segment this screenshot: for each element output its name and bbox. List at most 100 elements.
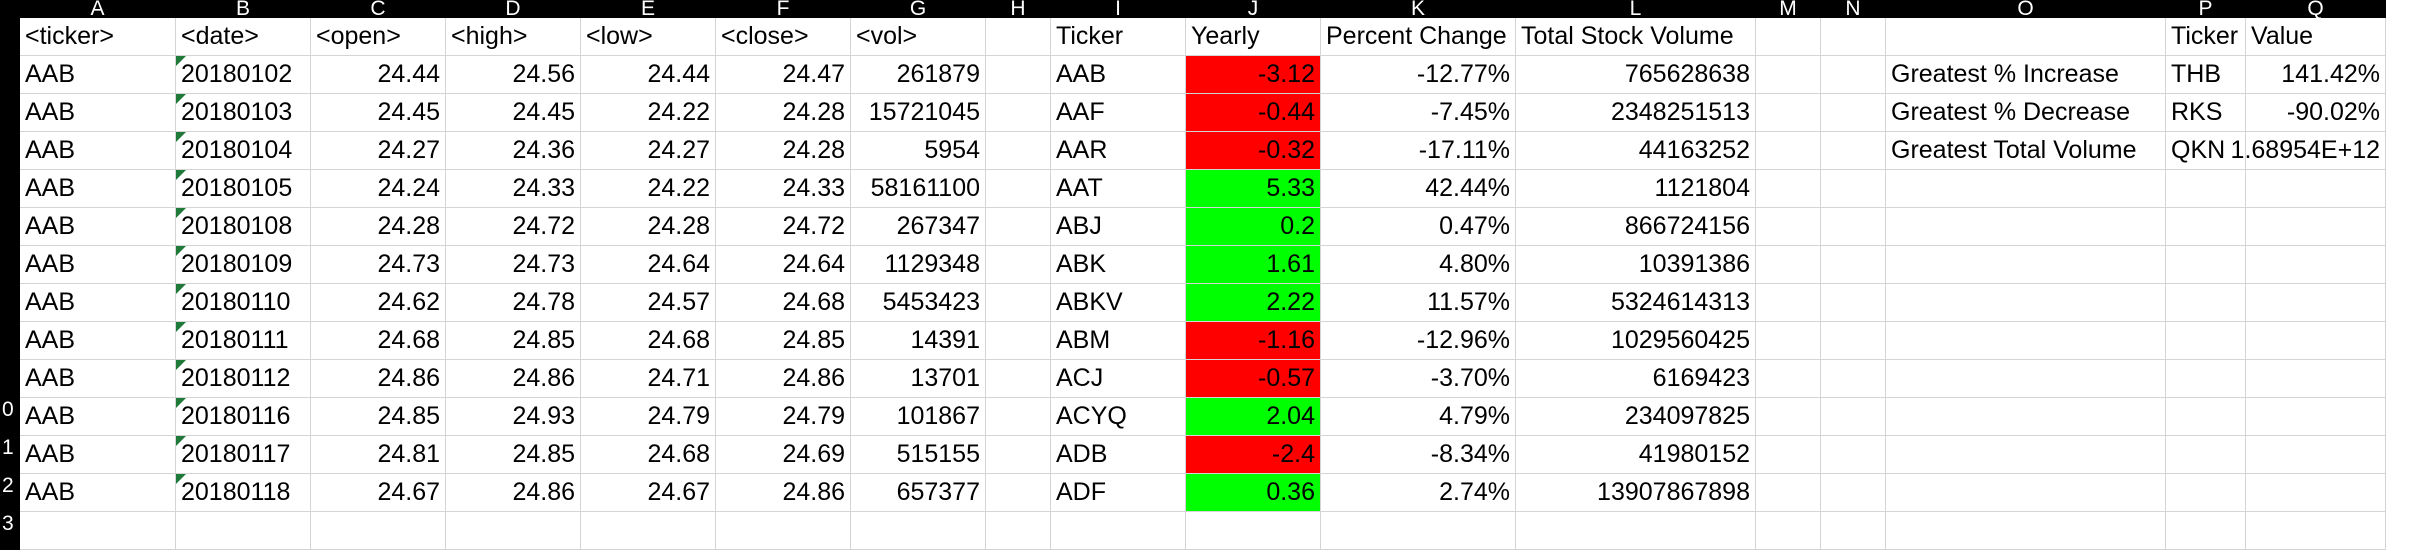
- summary-cell[interactable]: AAB: [1051, 56, 1186, 94]
- column-title-cell[interactable]: <close>: [716, 18, 851, 56]
- data-cell[interactable]: 13701: [851, 360, 986, 398]
- column-header-o[interactable]: O: [1886, 0, 2166, 18]
- data-cell[interactable]: 24.85: [446, 436, 581, 474]
- grid-cell[interactable]: [2166, 512, 2246, 550]
- data-cell[interactable]: 20180111: [176, 322, 311, 360]
- grid-cell[interactable]: [446, 512, 581, 550]
- grid-cell[interactable]: [1886, 170, 2166, 208]
- grid-cell[interactable]: [1886, 360, 2166, 398]
- data-cell[interactable]: 24.28: [581, 208, 716, 246]
- grid-cell[interactable]: [986, 512, 1051, 550]
- data-cell[interactable]: AAB: [20, 398, 176, 436]
- data-cell[interactable]: 24.22: [581, 94, 716, 132]
- select-all-corner[interactable]: [0, 0, 20, 18]
- grid-cell[interactable]: [1756, 512, 1821, 550]
- grid-cell[interactable]: [2166, 246, 2246, 284]
- column-title-cell[interactable]: <low>: [581, 18, 716, 56]
- summary-cell[interactable]: ACYQ: [1051, 398, 1186, 436]
- grid-cell[interactable]: [1886, 512, 2166, 550]
- grid-cell[interactable]: [716, 512, 851, 550]
- summary-cell[interactable]: 5324614313: [1516, 284, 1756, 322]
- data-cell[interactable]: AAB: [20, 246, 176, 284]
- data-cell[interactable]: 24.68: [716, 284, 851, 322]
- yearly-change-cell[interactable]: -0.44: [1186, 94, 1321, 132]
- greatest-cell[interactable]: RKS: [2166, 94, 2246, 132]
- data-cell[interactable]: 24.79: [581, 398, 716, 436]
- data-cell[interactable]: 24.45: [446, 94, 581, 132]
- summary-cell[interactable]: 1121804: [1516, 170, 1756, 208]
- data-cell[interactable]: 20180116: [176, 398, 311, 436]
- greatest-cell[interactable]: Greatest % Decrease: [1886, 94, 2166, 132]
- grid-cell[interactable]: [986, 56, 1051, 94]
- grid-cell[interactable]: [2246, 360, 2386, 398]
- data-cell[interactable]: 24.72: [446, 208, 581, 246]
- summary-cell[interactable]: 13907867898: [1516, 474, 1756, 512]
- data-cell[interactable]: AAB: [20, 132, 176, 170]
- column-header-h[interactable]: H: [986, 0, 1051, 18]
- grid-cell[interactable]: [2166, 170, 2246, 208]
- row-header[interactable]: 1: [0, 436, 20, 474]
- yearly-change-cell[interactable]: 1.61: [1186, 246, 1321, 284]
- grid-cell[interactable]: [1886, 284, 2166, 322]
- summary-cell[interactable]: 11.57%: [1321, 284, 1516, 322]
- summary-cell[interactable]: -8.34%: [1321, 436, 1516, 474]
- column-header-n[interactable]: N: [1821, 0, 1886, 18]
- summary-title-cell[interactable]: Percent Change: [1321, 18, 1516, 56]
- grid-cell[interactable]: [1821, 436, 1886, 474]
- summary-cell[interactable]: ABK: [1051, 246, 1186, 284]
- summary-cell[interactable]: 765628638: [1516, 56, 1756, 94]
- grid-cell[interactable]: [311, 512, 446, 550]
- data-cell[interactable]: 24.22: [581, 170, 716, 208]
- grid-cell[interactable]: [1756, 170, 1821, 208]
- grid-cell[interactable]: [986, 284, 1051, 322]
- grid-cell[interactable]: [1756, 94, 1821, 132]
- data-cell[interactable]: 24.93: [446, 398, 581, 436]
- column-header-q[interactable]: Q: [2246, 0, 2386, 18]
- summary-cell[interactable]: AAT: [1051, 170, 1186, 208]
- data-cell[interactable]: 15721045: [851, 94, 986, 132]
- summary-cell[interactable]: ABM: [1051, 322, 1186, 360]
- summary-cell[interactable]: ABJ: [1051, 208, 1186, 246]
- data-cell[interactable]: 24.79: [716, 398, 851, 436]
- data-cell[interactable]: 515155: [851, 436, 986, 474]
- summary-cell[interactable]: -12.96%: [1321, 322, 1516, 360]
- data-cell[interactable]: AAB: [20, 360, 176, 398]
- summary-cell[interactable]: AAR: [1051, 132, 1186, 170]
- grid-cell[interactable]: [2166, 360, 2246, 398]
- data-cell[interactable]: AAB: [20, 436, 176, 474]
- data-cell[interactable]: 24.72: [716, 208, 851, 246]
- row-header[interactable]: 0: [0, 398, 20, 436]
- summary-cell[interactable]: 234097825: [1516, 398, 1756, 436]
- grid-cell[interactable]: [1821, 246, 1886, 284]
- column-header-j[interactable]: J: [1186, 0, 1321, 18]
- summary-title-cell[interactable]: Yearly: [1186, 18, 1321, 56]
- row-header[interactable]: [0, 18, 20, 56]
- data-cell[interactable]: 24.64: [581, 246, 716, 284]
- data-cell[interactable]: 24.24: [311, 170, 446, 208]
- summary-cell[interactable]: 0.47%: [1321, 208, 1516, 246]
- greatest-title-cell[interactable]: Ticker: [2166, 18, 2246, 56]
- data-cell[interactable]: 24.73: [311, 246, 446, 284]
- row-header[interactable]: [0, 208, 20, 246]
- row-header[interactable]: [0, 132, 20, 170]
- data-cell[interactable]: 657377: [851, 474, 986, 512]
- data-cell[interactable]: 24.67: [311, 474, 446, 512]
- grid-cell[interactable]: [1756, 18, 1821, 56]
- data-cell[interactable]: 101867: [851, 398, 986, 436]
- row-header[interactable]: [0, 284, 20, 322]
- grid-cell[interactable]: [986, 170, 1051, 208]
- column-header-l[interactable]: L: [1516, 0, 1756, 18]
- yearly-change-cell[interactable]: 0.2: [1186, 208, 1321, 246]
- row-header[interactable]: 2: [0, 474, 20, 512]
- data-cell[interactable]: 24.28: [311, 208, 446, 246]
- grid-cell[interactable]: [2246, 284, 2386, 322]
- data-cell[interactable]: 14391: [851, 322, 986, 360]
- summary-cell[interactable]: 10391386: [1516, 246, 1756, 284]
- data-cell[interactable]: 20180112: [176, 360, 311, 398]
- data-cell[interactable]: 20180110: [176, 284, 311, 322]
- row-header[interactable]: [0, 322, 20, 360]
- greatest-cell[interactable]: QKN: [2166, 132, 2246, 170]
- grid-cell[interactable]: [2246, 208, 2386, 246]
- grid-cell[interactable]: [2166, 474, 2246, 512]
- data-cell[interactable]: 24.86: [716, 360, 851, 398]
